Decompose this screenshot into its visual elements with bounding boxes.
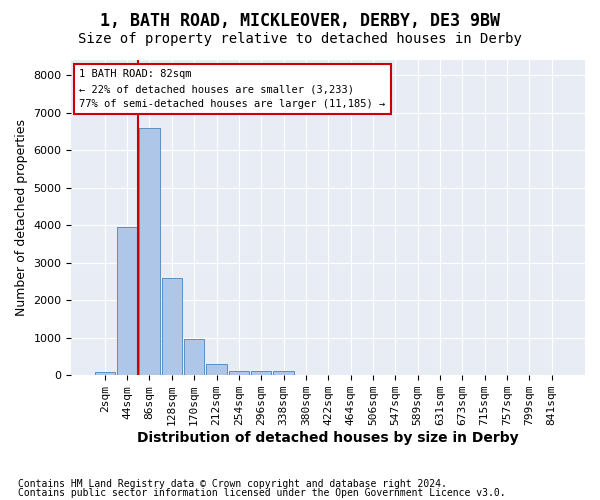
Bar (117, 227, 137, 375)
Text: Size of property relative to detached houses in Derby: Size of property relative to detached ho… (78, 32, 522, 46)
Bar (162, 278, 182, 375)
Bar (95, 372, 115, 375)
Bar (251, 370, 271, 375)
Text: Contains public sector information licensed under the Open Government Licence v3: Contains public sector information licen… (18, 488, 506, 498)
Bar (139, 128, 160, 375)
X-axis label: Distribution of detached houses by size in Derby: Distribution of detached houses by size … (137, 431, 519, 445)
Bar (229, 370, 249, 375)
Y-axis label: Number of detached properties: Number of detached properties (15, 119, 28, 316)
Text: 1 BATH ROAD: 82sqm
← 22% of detached houses are smaller (3,233)
77% of semi-deta: 1 BATH ROAD: 82sqm ← 22% of detached hou… (79, 70, 385, 109)
Bar (206, 364, 227, 375)
Bar (184, 339, 204, 375)
Text: 1, BATH ROAD, MICKLEOVER, DERBY, DE3 9BW: 1, BATH ROAD, MICKLEOVER, DERBY, DE3 9BW (100, 12, 500, 30)
Text: Contains HM Land Registry data © Crown copyright and database right 2024.: Contains HM Land Registry data © Crown c… (18, 479, 447, 489)
Bar (274, 372, 293, 375)
